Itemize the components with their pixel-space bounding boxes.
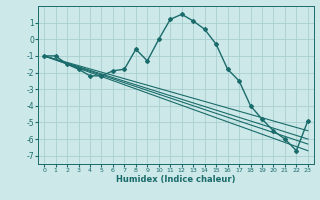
X-axis label: Humidex (Indice chaleur): Humidex (Indice chaleur) bbox=[116, 175, 236, 184]
